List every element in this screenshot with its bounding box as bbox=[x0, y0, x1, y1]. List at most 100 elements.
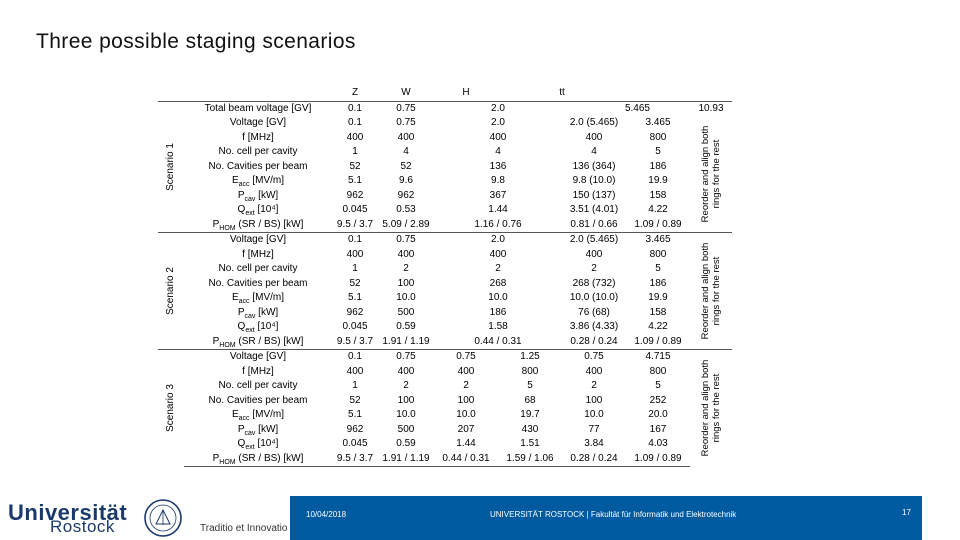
table-row: Eacc [MV/m] 5.1 9.6 9.8 9.8 (10.0) 19.9 bbox=[158, 174, 770, 189]
cell-tt-stage2: 1.09 / 0.89 bbox=[626, 451, 690, 467]
cell-h: 2.0 bbox=[491, 117, 505, 128]
table-row: Pcav [kW] 962 500 207 430 77 167 bbox=[158, 423, 770, 438]
cell-tt-stage2: 5 bbox=[655, 146, 661, 157]
cell-tt-stage1: 400 bbox=[585, 248, 603, 260]
cell-w: 9.6 bbox=[399, 175, 413, 186]
cell-z: 52 bbox=[349, 277, 361, 289]
table-row: Pcav [kW] 962 500 186 76 (68) 158 bbox=[158, 306, 770, 321]
param-label: Eacc [MV/m] bbox=[231, 175, 285, 188]
param-label: Pcav [kW] bbox=[237, 306, 279, 320]
cell-h: 268 bbox=[489, 277, 507, 289]
param-label: Voltage [GV] bbox=[184, 349, 332, 365]
cell-h-stage1: 0.44 / 0.31 bbox=[434, 451, 498, 467]
param-label: f [MHz] bbox=[242, 131, 274, 143]
cell-z: 9.5 / 3.7 bbox=[332, 451, 378, 467]
cell-h-stage2: 1.51 bbox=[520, 438, 540, 449]
cell-w: 4 bbox=[403, 146, 409, 157]
cell-h: 2 bbox=[495, 263, 501, 274]
footer-institution: UNIVERSITÄT ROSTOCK | Fakultät für Infor… bbox=[490, 510, 737, 519]
cell-tt-stage1: 136 (364) bbox=[572, 160, 616, 172]
cell-w: 5.09 / 2.89 bbox=[378, 217, 434, 233]
cell-w: 10.0 bbox=[396, 292, 416, 303]
cell-w: 0.75 bbox=[396, 117, 416, 128]
cell-h: 1.58 bbox=[488, 321, 508, 332]
cell-w: 10.0 bbox=[396, 409, 416, 420]
cell-w: 2 bbox=[403, 263, 409, 274]
cell-w: 100 bbox=[397, 277, 415, 289]
cell-h: 0.44 / 0.31 bbox=[434, 334, 562, 350]
cell-h: 400 bbox=[489, 248, 507, 260]
table-row: No. Cavities per beam 52 100 268 268 (732) 18… bbox=[158, 277, 770, 292]
cell-h-stage1: 207 bbox=[457, 423, 475, 435]
university-logo-wordmark: Universität bbox=[8, 500, 128, 525]
cell-tt-stage1: 400 bbox=[585, 365, 603, 377]
university-motto: Traditio et Innovatio bbox=[200, 523, 288, 534]
cell-h-stage2: 430 bbox=[521, 423, 539, 435]
cell-z: 400 bbox=[346, 365, 364, 377]
cell-tt-stage1: 0.28 / 0.24 bbox=[562, 334, 626, 350]
param-label: Total beam voltage [GV] bbox=[184, 100, 332, 116]
cell-w: 0.75 bbox=[378, 349, 434, 365]
cell-z: 5.1 bbox=[348, 175, 362, 186]
table-row: Scenario 3 Voltage [GV] 0.1 0.75 0.75 1.25 0.7… bbox=[158, 349, 770, 467]
cell-tt-stage1: 10.0 bbox=[584, 409, 604, 420]
cell-tt-total-combined: 10.93 bbox=[690, 100, 732, 116]
cell-tt-stage1: 268 (732) bbox=[572, 277, 616, 289]
cell-tt-stage1: 0.75 bbox=[562, 349, 626, 365]
cell-h-stage2: 68 bbox=[524, 394, 536, 406]
param-label: f [MHz] bbox=[242, 365, 274, 377]
cell-z: 0.1 bbox=[332, 349, 378, 365]
cell-tt-stage2: 4.715 bbox=[626, 349, 690, 365]
cell-h: 186 bbox=[489, 306, 507, 318]
scenario-note-text: Reorder and align both rings for the res… bbox=[700, 125, 722, 223]
cell-w: 500 bbox=[397, 423, 415, 435]
param-label: Eacc [MV/m] bbox=[231, 409, 285, 422]
param-label: PHOM (SR / BS) [kW] bbox=[184, 451, 332, 467]
cell-h-stage1: 10.0 bbox=[456, 409, 476, 420]
university-logo-city: Rostock bbox=[50, 517, 115, 536]
scenario-label-3: Scenario 3 bbox=[158, 349, 184, 467]
cell-w: 1.91 / 1.19 bbox=[378, 334, 434, 350]
cell-h-stage1: 1.44 bbox=[456, 438, 476, 449]
table-row: No. cell per cavity 1 2 2 5 2 5 bbox=[158, 379, 770, 394]
corner-cell bbox=[158, 86, 184, 101]
cell-w: 0.75 bbox=[378, 232, 434, 248]
column-header-tt: tt bbox=[559, 87, 565, 98]
scenario-note-2: Reorder and align both rings for the res… bbox=[690, 232, 732, 350]
cell-h-stage1: 2 bbox=[463, 380, 469, 391]
page-number: 17 bbox=[902, 508, 911, 517]
scenario-label-1: Scenario 1 bbox=[158, 100, 184, 233]
cell-h-stage2: 19.7 bbox=[520, 409, 540, 420]
cell-z: 0.1 bbox=[348, 117, 362, 128]
cell-tt-stage1: 10.0 (10.0) bbox=[569, 292, 619, 303]
table-row: PHOM (SR / BS) [kW] 9.5 / 3.7 5.09 / 2.89 1… bbox=[158, 217, 770, 233]
cell-tt-stage1: 400 bbox=[585, 131, 603, 143]
cell-z: 1 bbox=[352, 263, 358, 274]
table-row: PHOM (SR / BS) [kW] 9.5 / 3.7 1.91 / 1.19 0… bbox=[158, 334, 770, 350]
cell-z: 400 bbox=[346, 248, 364, 260]
cell-w: 52 bbox=[400, 160, 412, 172]
cell-tt-stage2: 186 bbox=[649, 160, 667, 172]
param-label: Voltage [GV] bbox=[229, 117, 287, 128]
table-row: No. cell per cavity 1 2 2 2 5 bbox=[158, 262, 770, 277]
cell-h-stage2: 800 bbox=[521, 365, 539, 377]
table-row: No. Cavities per beam 52 100 100 68 100 252 bbox=[158, 394, 770, 409]
cell-w: 400 bbox=[397, 365, 415, 377]
cell-tt-stage1: 2 bbox=[591, 380, 597, 391]
cell-tt-stage2: 19.9 bbox=[648, 292, 668, 303]
table-row: Scenario 1 Total beam voltage [GV] 0.1 0.75… bbox=[158, 100, 770, 233]
cell-tt-stage2: 3.465 bbox=[645, 117, 671, 128]
table-row: Qext [10⁴] 0.045 0.53 1.44 3.51 (4.01) 4.22 bbox=[158, 203, 770, 218]
table-row: Eacc [MV/m] 5.1 10.0 10.0 10.0 (10.0) 19.9 bbox=[158, 291, 770, 306]
cell-tt-stage2: 3.465 bbox=[626, 232, 690, 248]
param-label: PHOM (SR / BS) [kW] bbox=[184, 334, 332, 350]
cell-h: 2.0 bbox=[434, 100, 562, 116]
table-row: f [MHz] 400 400 400 400 800 bbox=[158, 248, 770, 263]
cell-h: 136 bbox=[489, 160, 507, 172]
cell-z: 0.045 bbox=[342, 438, 368, 449]
slide-title: Three possible staging scenarios bbox=[36, 30, 356, 53]
cell-tt-stage2: 186 bbox=[649, 277, 667, 289]
param-label: No. Cavities per beam bbox=[208, 160, 308, 172]
cell-h: 367 bbox=[489, 189, 507, 201]
